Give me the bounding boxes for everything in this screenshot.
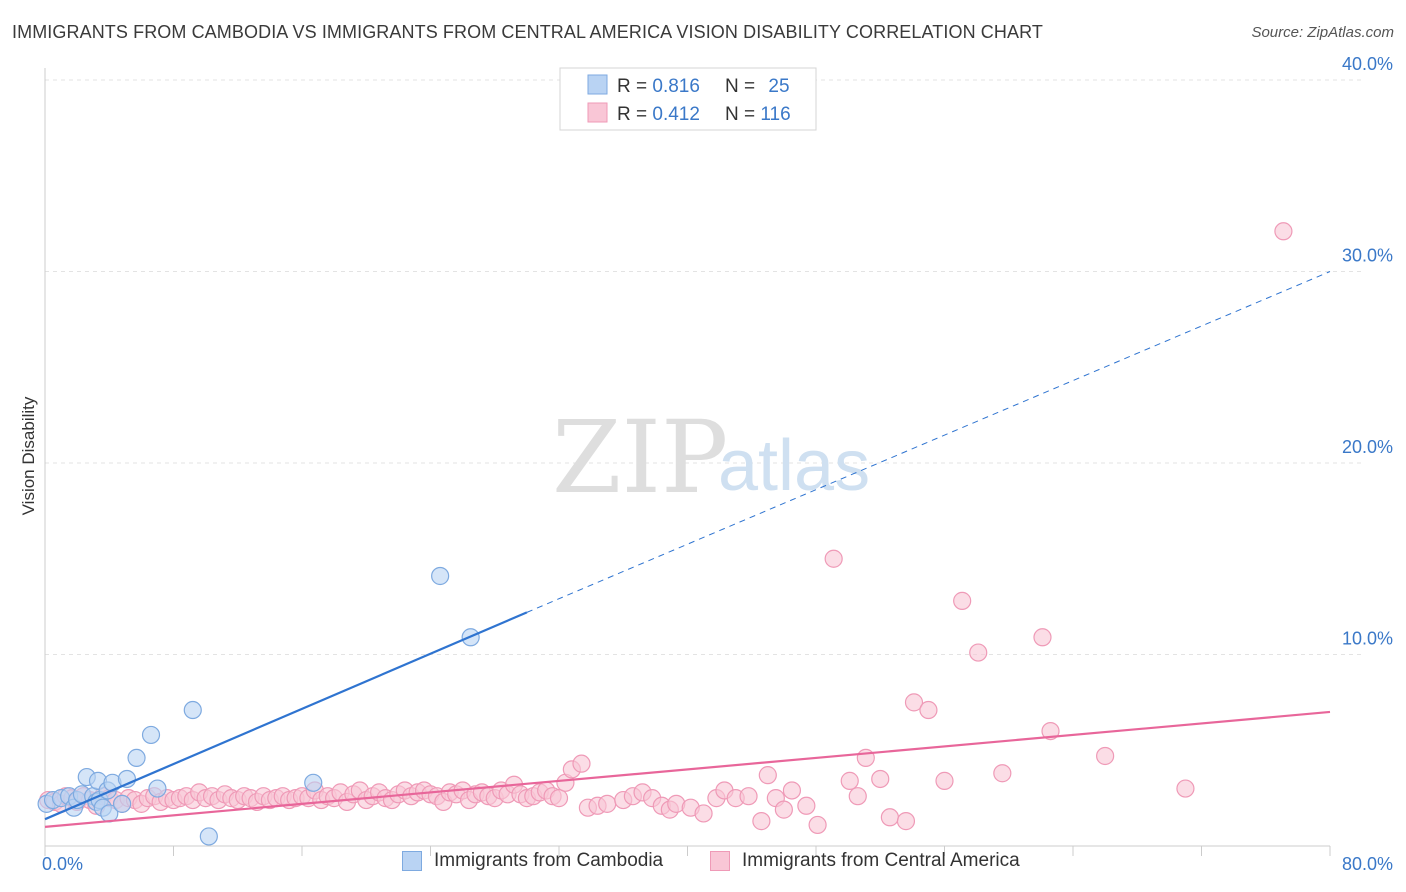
central-america-point: [871, 769, 890, 789]
trend-lines: [44, 271, 1331, 828]
central-america-point: [824, 549, 843, 568]
central-america-point: [1033, 628, 1052, 647]
cambodia-point: [127, 748, 146, 768]
legend-n-label: N =: [725, 104, 760, 125]
axes: [44, 68, 1331, 856]
x-tick-label: 80.0%: [1342, 854, 1393, 874]
legend-n-value: 116: [760, 104, 790, 125]
chart-title: IMMIGRANTS FROM CAMBODIA VS IMMIGRANTS F…: [12, 22, 1043, 42]
series-label-central-america: Immigrants from Central America: [742, 850, 1020, 871]
central-america-point: [993, 764, 1012, 783]
legend-n-cambodia: N = 25: [725, 76, 790, 97]
cambodia-point: [148, 779, 167, 798]
central-america-point: [1176, 779, 1195, 798]
legend-r-label: R =: [617, 104, 652, 125]
legend-swatch-central-america: [587, 102, 608, 123]
central-america-point: [1096, 746, 1115, 766]
cambodia-point: [199, 827, 218, 846]
cambodia-point: [304, 773, 323, 792]
legend-swatch-cambodia: [587, 74, 608, 95]
y-tick-label: 40.0%: [1342, 54, 1393, 74]
cambodia-trend-line: [44, 611, 528, 821]
source-credit: Source: ZipAtlas.com: [1251, 24, 1394, 41]
central-america-point: [572, 754, 591, 773]
central-america-point: [904, 693, 924, 712]
central-america-point: [953, 591, 972, 610]
central-america-point: [896, 812, 916, 831]
central-america-trend-line: [44, 710, 1331, 828]
central-america-point: [598, 794, 617, 813]
central-america-point: [694, 804, 713, 823]
central-america-point: [549, 789, 569, 808]
y-tick-label: 10.0%: [1342, 629, 1393, 649]
legend-n-central-america: N = 116: [725, 104, 791, 125]
series-label-cambodia: Immigrants from Cambodia: [434, 850, 664, 871]
central-america-point: [774, 800, 793, 819]
cambodia-point: [112, 794, 132, 813]
x-tick-label: 0.0%: [42, 854, 83, 874]
central-america-point: [1041, 721, 1060, 741]
y-tick-label: 30.0%: [1342, 246, 1393, 266]
legend-r-label: R =: [617, 76, 652, 97]
legend-r-value: 0.412: [652, 104, 700, 125]
central-america-point: [840, 771, 859, 790]
central-america-point: [808, 815, 827, 835]
central-america-point: [969, 643, 988, 662]
series-swatch-central-america: [710, 851, 730, 871]
central-america-point: [848, 787, 867, 806]
cambodia-point: [183, 700, 202, 720]
legend-row-central-america: R = 0.412: [617, 104, 700, 125]
watermark-atlas: atlas: [718, 426, 870, 506]
series-legend-cambodia[interactable]: Immigrants from Cambodia: [402, 850, 663, 872]
y-tick-label: 20.0%: [1342, 437, 1393, 457]
central-america-point: [935, 771, 954, 790]
cambodia-trend-extension: [526, 271, 1331, 613]
watermark: ZIP atlas: [552, 399, 870, 516]
central-america-point: [880, 808, 899, 827]
cambodia-point: [431, 566, 450, 586]
central-america-point: [919, 700, 938, 720]
series-legend-central-america[interactable]: Immigrants from Central America: [710, 850, 1020, 872]
gridlines: [45, 79, 1365, 655]
central-america-point: [739, 787, 758, 806]
y-axis-title: Vision Disability: [19, 396, 38, 515]
central-america-point: [797, 796, 816, 815]
legend-r-value: 0.816: [652, 76, 700, 97]
central-america-point: [1274, 222, 1293, 241]
legend: R = 0.816 N = 25 R = 0.412 N = 116: [559, 67, 817, 131]
data-points: [37, 222, 1293, 846]
watermark-zip: ZIP: [552, 399, 728, 516]
cambodia-point: [141, 725, 161, 745]
legend-n-label: N =: [725, 76, 760, 97]
legend-n-value: 25: [768, 76, 789, 97]
central-america-point: [752, 812, 771, 831]
series-legend: Immigrants from Cambodia Immigrants from…: [0, 850, 1406, 880]
series-swatch-cambodia: [402, 851, 422, 871]
tick-labels: 10.0% 20.0% 30.0% 40.0% 0.0% 80.0%: [42, 54, 1393, 874]
central-america-point: [758, 766, 777, 785]
central-america-point: [782, 781, 802, 800]
legend-row-cambodia: R = 0.816: [617, 76, 700, 97]
